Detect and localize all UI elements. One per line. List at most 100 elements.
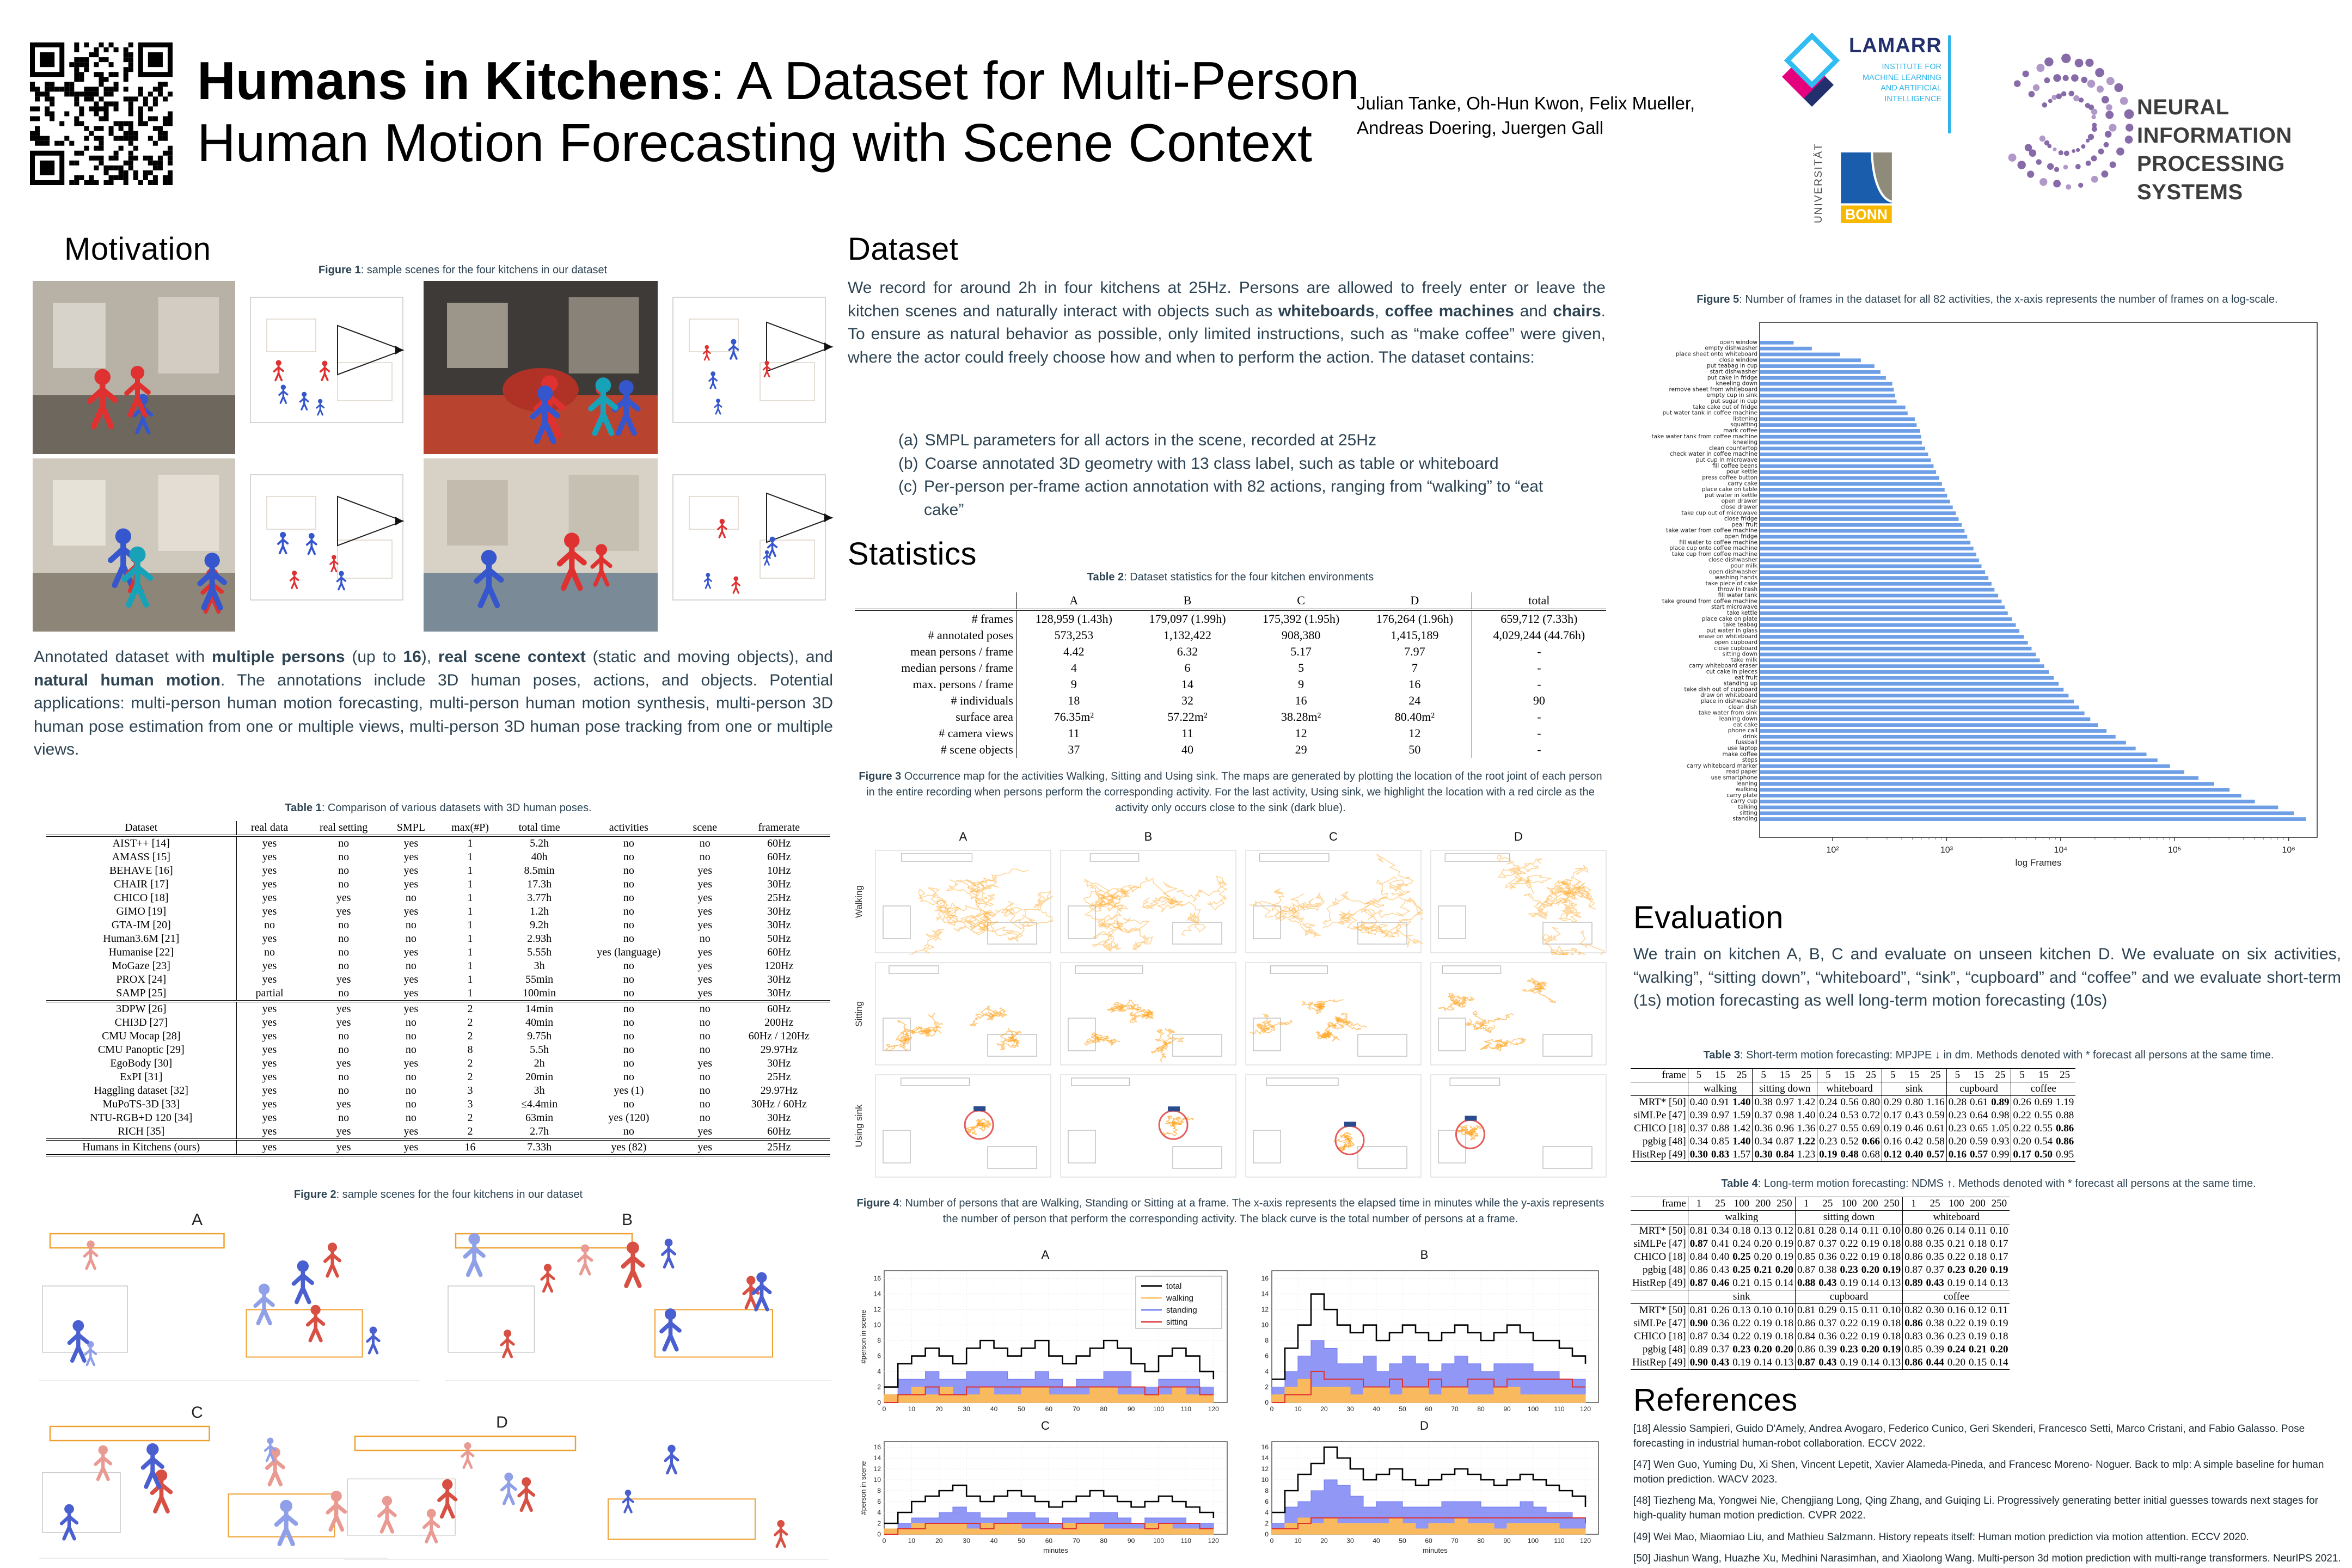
cell: 0.19 [1947,1277,1965,1289]
figure5-activity-label: squatting [1730,421,1757,428]
figure5-activity-label: take teabag [1723,622,1757,628]
svg-text:16: 16 [874,1275,881,1282]
cell: 0.40 [1687,1095,1710,1109]
cell: 0.97 [1711,1110,1730,1121]
bonn-vertical-text: UNIVERSITÄT [1813,143,1824,223]
cell: 128,959 (1.43h) [1035,612,1112,626]
svg-text:100: 100 [1153,1537,1164,1545]
cell: 0.55 [1840,1123,1859,1134]
figure5-bar [1760,658,2040,663]
table-row: Humans in Kitchens (ours) yes yes yes 16 7.33… [46,1138,830,1156]
lamarr-text: LAMARR INSTITUTE FOR MACHINE LEARNING AN… [1849,34,1941,105]
cell: 0.19 [1731,1356,1753,1370]
figure2-scenes: A B C D [34,1208,834,1561]
svg-text:2: 2 [1265,1383,1269,1391]
cell: - [1471,725,1606,742]
cell: 0.18 [1775,1318,1793,1329]
figure5-bar [1760,352,1840,357]
svg-text:0: 0 [1270,1405,1274,1413]
cell: no [338,960,350,972]
cell: no [699,1030,710,1042]
cell: 25 [1925,1068,1947,1082]
text-segment: Occurrence map for the activities Walkin… [866,770,1602,814]
svg-text:10: 10 [1261,1476,1269,1484]
cell: 4.42 [1063,645,1085,658]
cell: yes [262,892,277,904]
cell: 76.35m² [1054,710,1094,724]
svg-text:40: 40 [1373,1537,1380,1545]
cell: cupboard [1946,1082,2011,1096]
cell: 63min [525,1112,554,1124]
cell: yes [336,905,351,917]
figure5-bar [1760,429,1920,433]
cell: yes [262,1016,277,1028]
cell: 0.14 [1968,1277,1987,1289]
cell: 0.44 [1924,1356,1946,1370]
cell: Human3.6M [21] [46,932,237,946]
cell: no [623,960,634,972]
cell: 5 [1946,1068,1968,1082]
cell: 0.50 [2032,1148,2054,1162]
cell: 0.34 [1752,1135,1774,1148]
table-row: pgbig [48] 0.86 0.43 0.25 0.21 0.20 0.87 0.38 0.… [1631,1264,2010,1277]
figure5-activity-label: close cupboard [1714,645,1757,652]
figure5-activity-label: place in dishwasher [1701,698,1758,705]
cell: 1 [467,865,473,877]
cell: 0.19 [1754,1318,1772,1329]
cell: 0.29 [1881,1095,1904,1109]
cell: 38.28m² [1281,710,1321,724]
figure3-col-label: B [1144,830,1153,843]
cell: - [1471,709,1606,725]
cell: 15 [2032,1068,2054,1082]
cell: 0.72 [1861,1110,1880,1121]
cell: 0.24 [1947,1344,1965,1355]
table-row: SAMP [25] partial no yes 1 100min no yes 30Hz [46,987,830,1001]
cell: 200 [1752,1197,1774,1211]
cell: real data [236,821,303,837]
figure5-bar [1760,517,1959,521]
cell: 2 [467,1016,473,1028]
cell: MRT* [50] [1631,1303,1688,1317]
cell: 0.13 [1732,1304,1751,1316]
figure5-bar [1760,564,1982,568]
cell: 30Hz [767,1057,791,1069]
cell: no [623,878,634,890]
cell: 0.46 [1905,1123,1924,1134]
figure5-activity-label: close window [1719,357,1758,363]
figure5-x-tick: 10⁵ [2168,846,2181,855]
cell: 0.37 [1752,1109,1774,1122]
table3-caption: Table 3: Short-term motion forecasting: … [1631,1048,2347,1063]
cell: 0.87 [1794,1264,1817,1277]
svg-text:16: 16 [874,1443,881,1451]
figure4-xlabel: minutes [1423,1546,1448,1554]
cell: 1 [467,851,473,863]
figure5-bar [1760,587,1995,592]
figure5-activity-label: remove sheet from whiteboard [1669,386,1757,393]
cell: 0.22 [1840,1238,1858,1250]
table-row: # frames 128,959 (1.43h) 179,097 (1.99h) 17… [855,610,1606,627]
figure5-activity-label: take dish out of cupboard [1684,686,1757,693]
cell: 0.20 [1754,1251,1772,1263]
cell: BEHAVE [16] [46,864,237,878]
cell: 1 [467,878,473,890]
cell: 0.36 [1926,1331,1944,1342]
figure5-activity-label: empty cup in sink [1707,392,1758,399]
cell: yes (120) [608,1112,650,1124]
cell: B [1130,592,1245,611]
cell: yes [262,1057,277,1069]
cell: 25Hz [727,1138,830,1156]
cell: 7.33h [503,1138,575,1156]
svg-text:110: 110 [1181,1405,1191,1413]
figure5-bar [1760,729,2107,733]
figure5-bar [1760,558,1979,562]
cell: 1.42 [1797,1097,1816,1108]
cell: SMPL [384,821,437,837]
svg-text:0: 0 [1265,1530,1269,1538]
figure5-bar [1760,664,2044,668]
figure5-activity-label: open fridge [1725,534,1757,540]
cell: 0.89 [1991,1097,2010,1108]
cell: 0.23 [1946,1122,1968,1135]
cell: yes [697,878,713,890]
cell: 25Hz [767,1071,791,1083]
cell: 0.86 [2055,1136,2074,1147]
